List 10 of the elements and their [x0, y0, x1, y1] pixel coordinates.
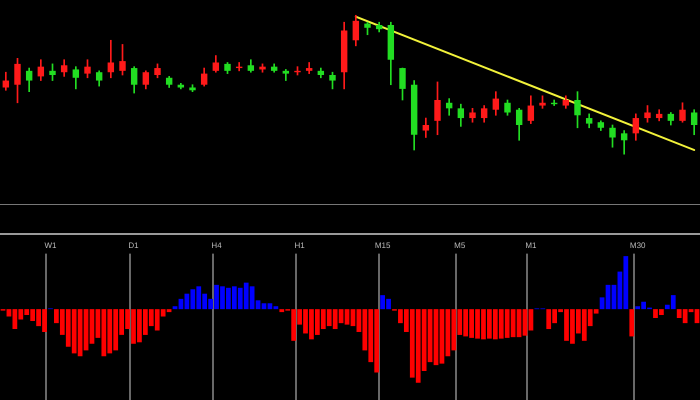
- x-tick-label: M1: [525, 241, 538, 250]
- x-tick-label: W1: [44, 241, 58, 250]
- candlestick: [49, 64, 56, 81]
- x-tick-label: H1: [294, 241, 306, 250]
- x-tick-label: M30: [630, 241, 646, 250]
- x-tick-label: M15: [374, 241, 391, 250]
- bar: [629, 309, 634, 336]
- x-tick-label: D1: [128, 241, 140, 250]
- x-tick-label: H4: [211, 241, 222, 250]
- x-tick-label: M5: [454, 241, 466, 250]
